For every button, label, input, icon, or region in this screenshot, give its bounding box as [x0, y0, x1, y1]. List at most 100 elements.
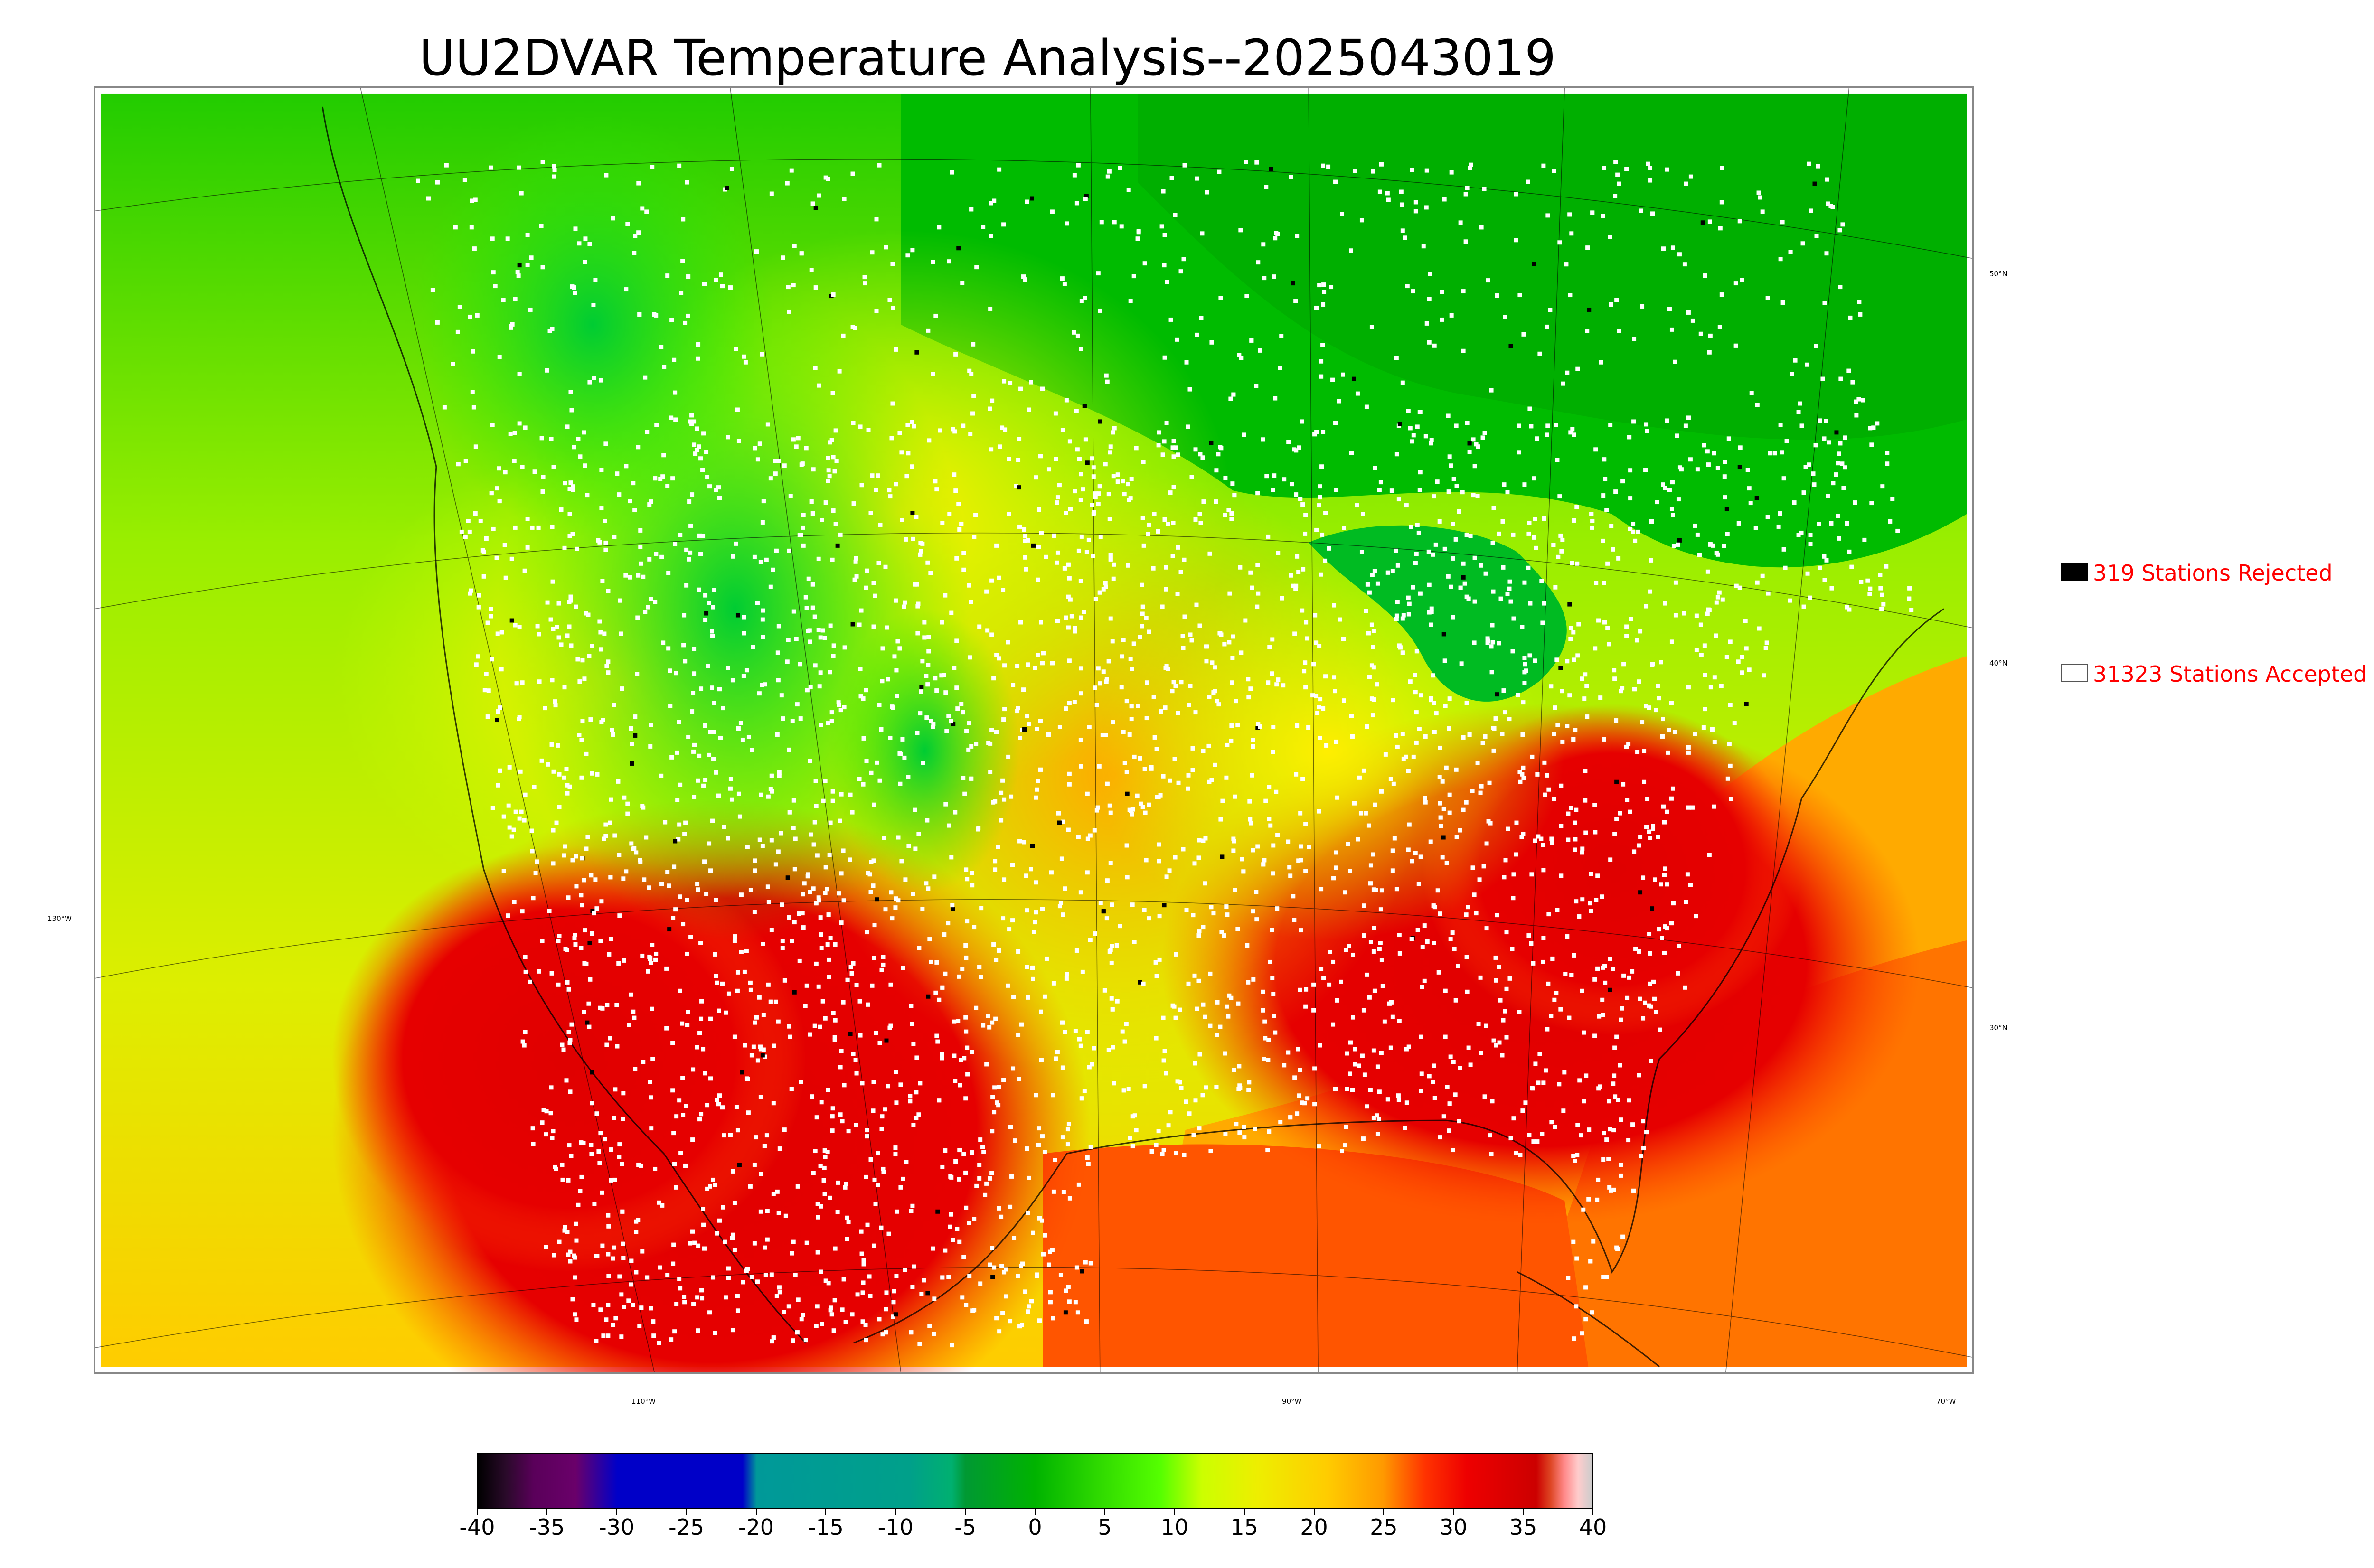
accepted-station-dot — [603, 441, 608, 446]
accepted-station-dot — [1098, 901, 1103, 905]
accepted-station-dot — [1266, 1058, 1271, 1062]
accepted-station-dot — [1066, 827, 1071, 832]
accepted-station-dot — [1768, 451, 1772, 456]
accepted-station-dot — [1621, 973, 1626, 978]
accepted-station-dot — [898, 781, 903, 786]
accepted-station-dot — [1837, 228, 1842, 233]
accepted-station-dot — [1092, 1046, 1096, 1051]
accepted-station-dot — [876, 1151, 880, 1156]
accepted-station-dot — [650, 1057, 655, 1061]
accepted-station-dot — [932, 1332, 936, 1336]
accepted-station-dot — [1590, 525, 1594, 530]
accepted-station-dot — [962, 1056, 967, 1061]
accepted-station-dot — [849, 971, 854, 976]
accepted-station-dot — [746, 1110, 751, 1115]
accepted-station-dot — [1520, 1108, 1525, 1113]
accepted-station-dot — [1224, 775, 1229, 780]
colorbar-tick — [616, 1509, 617, 1515]
accepted-station-dot — [1652, 996, 1657, 1001]
accepted-station-dot — [751, 645, 755, 649]
accepted-station-dot — [1132, 754, 1137, 759]
accepted-station-dot — [914, 1055, 919, 1060]
accepted-station-dot — [1047, 1249, 1052, 1254]
accepted-station-dot — [794, 637, 799, 641]
accepted-station-dot — [1460, 490, 1465, 495]
accepted-station-dot — [996, 1103, 1001, 1108]
accepted-station-dot — [1601, 493, 1606, 498]
accepted-station-dot — [996, 845, 1000, 849]
accepted-station-dot — [879, 967, 884, 972]
accepted-station-dot — [612, 833, 617, 838]
accepted-station-dot — [1160, 604, 1165, 609]
accepted-station-dot — [825, 1150, 830, 1155]
accepted-station-dot — [1699, 653, 1704, 657]
accepted-station-dot — [1048, 1290, 1053, 1295]
accepted-station-dot — [865, 930, 869, 935]
accepted-station-dot — [1273, 1030, 1278, 1035]
accepted-station-dot — [1363, 811, 1368, 816]
accepted-station-dot — [791, 283, 796, 288]
accepted-station-dot — [914, 515, 919, 519]
accepted-station-dot — [567, 512, 572, 516]
accepted-station-dot — [606, 1224, 611, 1229]
rejected-station-dot — [1441, 835, 1446, 840]
accepted-station-dot — [622, 1305, 626, 1309]
accepted-station-dot — [1553, 585, 1558, 590]
accepted-station-dot — [598, 630, 603, 635]
accepted-station-dot — [1112, 426, 1117, 431]
accepted-station-dot — [1497, 641, 1501, 646]
accepted-station-dot — [673, 390, 678, 395]
accepted-station-dot — [832, 1298, 837, 1303]
accepted-station-dot — [1392, 836, 1397, 841]
accepted-station-dot — [1111, 1045, 1115, 1050]
accepted-station-dot — [815, 853, 820, 858]
accepted-station-dot — [1500, 519, 1505, 524]
accepted-station-dot — [1424, 168, 1429, 173]
accepted-station-dot — [1114, 943, 1119, 948]
accepted-station-dot — [1683, 985, 1687, 990]
accepted-station-dot — [807, 628, 812, 633]
accepted-station-dot — [934, 487, 939, 492]
accepted-station-dot — [1068, 597, 1073, 602]
accepted-station-dot — [1253, 1127, 1257, 1131]
lat-label-50n: 50°N — [1989, 270, 2007, 278]
accepted-station-dot — [1009, 1174, 1014, 1179]
accepted-station-dot — [685, 180, 689, 185]
accepted-station-dot — [1693, 523, 1697, 528]
accepted-station-dot — [1497, 531, 1501, 536]
accepted-station-dot — [917, 1342, 922, 1346]
accepted-station-dot — [1676, 971, 1680, 976]
accepted-station-dot — [887, 298, 892, 302]
accepted-station-dot — [1254, 160, 1259, 165]
accepted-station-dot — [1854, 413, 1859, 418]
accepted-station-dot — [1186, 424, 1190, 429]
accepted-station-dot — [497, 466, 501, 471]
accepted-station-dot — [1168, 490, 1173, 495]
accepted-station-dot — [1583, 1317, 1588, 1322]
accepted-station-dot — [957, 527, 962, 532]
accepted-station-dot — [606, 1274, 611, 1278]
accepted-station-dot — [459, 529, 464, 534]
accepted-station-dot — [1565, 370, 1570, 375]
accepted-station-dot — [1108, 553, 1113, 557]
accepted-station-dot — [1693, 732, 1697, 736]
accepted-station-dot — [1235, 723, 1240, 728]
accepted-station-dot — [1585, 245, 1590, 250]
accepted-station-dot — [1404, 1100, 1409, 1105]
accepted-station-dot — [745, 1077, 750, 1081]
accepted-station-dot — [615, 471, 620, 476]
accepted-station-dot — [1371, 852, 1375, 857]
accepted-station-dot — [1375, 1113, 1379, 1118]
accepted-station-dot — [1419, 693, 1423, 698]
accepted-station-dot — [1780, 300, 1785, 305]
accepted-station-dot — [1510, 947, 1515, 951]
accepted-station-dot — [851, 501, 856, 506]
accepted-station-dot — [925, 560, 930, 565]
accepted-station-dot — [1890, 497, 1895, 501]
accepted-station-dot — [580, 856, 584, 861]
accepted-station-dot — [1518, 779, 1523, 784]
accepted-station-dot — [1293, 299, 1298, 303]
rejected-station-dot — [1495, 692, 1499, 697]
accepted-station-dot — [1776, 524, 1781, 529]
accepted-station-dot — [820, 517, 824, 522]
